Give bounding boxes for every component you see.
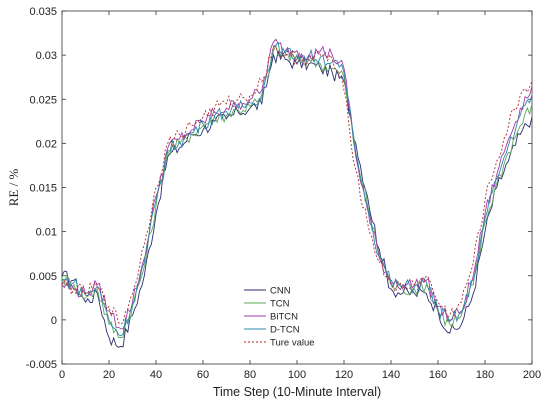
- y-tick-label: 0: [51, 315, 57, 327]
- series-line-ture-value: [61, 45, 533, 325]
- legend-label: CNN: [270, 286, 291, 297]
- x-tick-label: 0: [59, 369, 65, 381]
- legend-label: Ture value: [270, 338, 315, 349]
- x-tick-label: 120: [335, 369, 353, 381]
- series-line-cnn: [61, 50, 533, 348]
- x-tick-label: 100: [288, 369, 306, 381]
- x-tick-label: 160: [429, 369, 447, 381]
- x-axis-title: Time Step (10-Minute Interval): [213, 385, 381, 399]
- y-tick-label: 0.025: [29, 94, 57, 106]
- y-tick-label: -0.005: [26, 359, 57, 371]
- y-tick-label: 0.03: [36, 50, 57, 62]
- series-line-bitcn: [61, 38, 533, 330]
- series-lines: [61, 38, 533, 348]
- legend-label: BiTCN: [270, 312, 298, 323]
- y-tick-label: 0.02: [36, 138, 57, 150]
- legend-label: TCN: [270, 299, 290, 310]
- y-tick-label: 0.005: [29, 271, 57, 283]
- legend-label: D-TCN: [270, 325, 300, 336]
- x-tick-label: 40: [150, 369, 162, 381]
- axes: 0 20 40 60 80 100 120 140 160 180 200-0.00500.0050…: [26, 6, 541, 381]
- x-tick-label: 20: [103, 369, 115, 381]
- y-axis-title: RE / %: [6, 169, 21, 207]
- x-tick-label: 80: [244, 369, 256, 381]
- x-tick-label: 180: [476, 369, 494, 381]
- y-tick-label: 0.015: [29, 183, 57, 195]
- series-line-tcn: [61, 44, 533, 338]
- x-tick-label: 200: [523, 369, 541, 381]
- x-tick-label: 60: [197, 369, 209, 381]
- series-line-d-tcn: [61, 41, 533, 337]
- y-tick-label: 0.035: [29, 6, 57, 18]
- legend: CNN TCN BiTCN D-TCN Ture value: [244, 286, 315, 349]
- y-tick-label: 0.01: [36, 227, 57, 239]
- x-tick-label: 140: [382, 369, 400, 381]
